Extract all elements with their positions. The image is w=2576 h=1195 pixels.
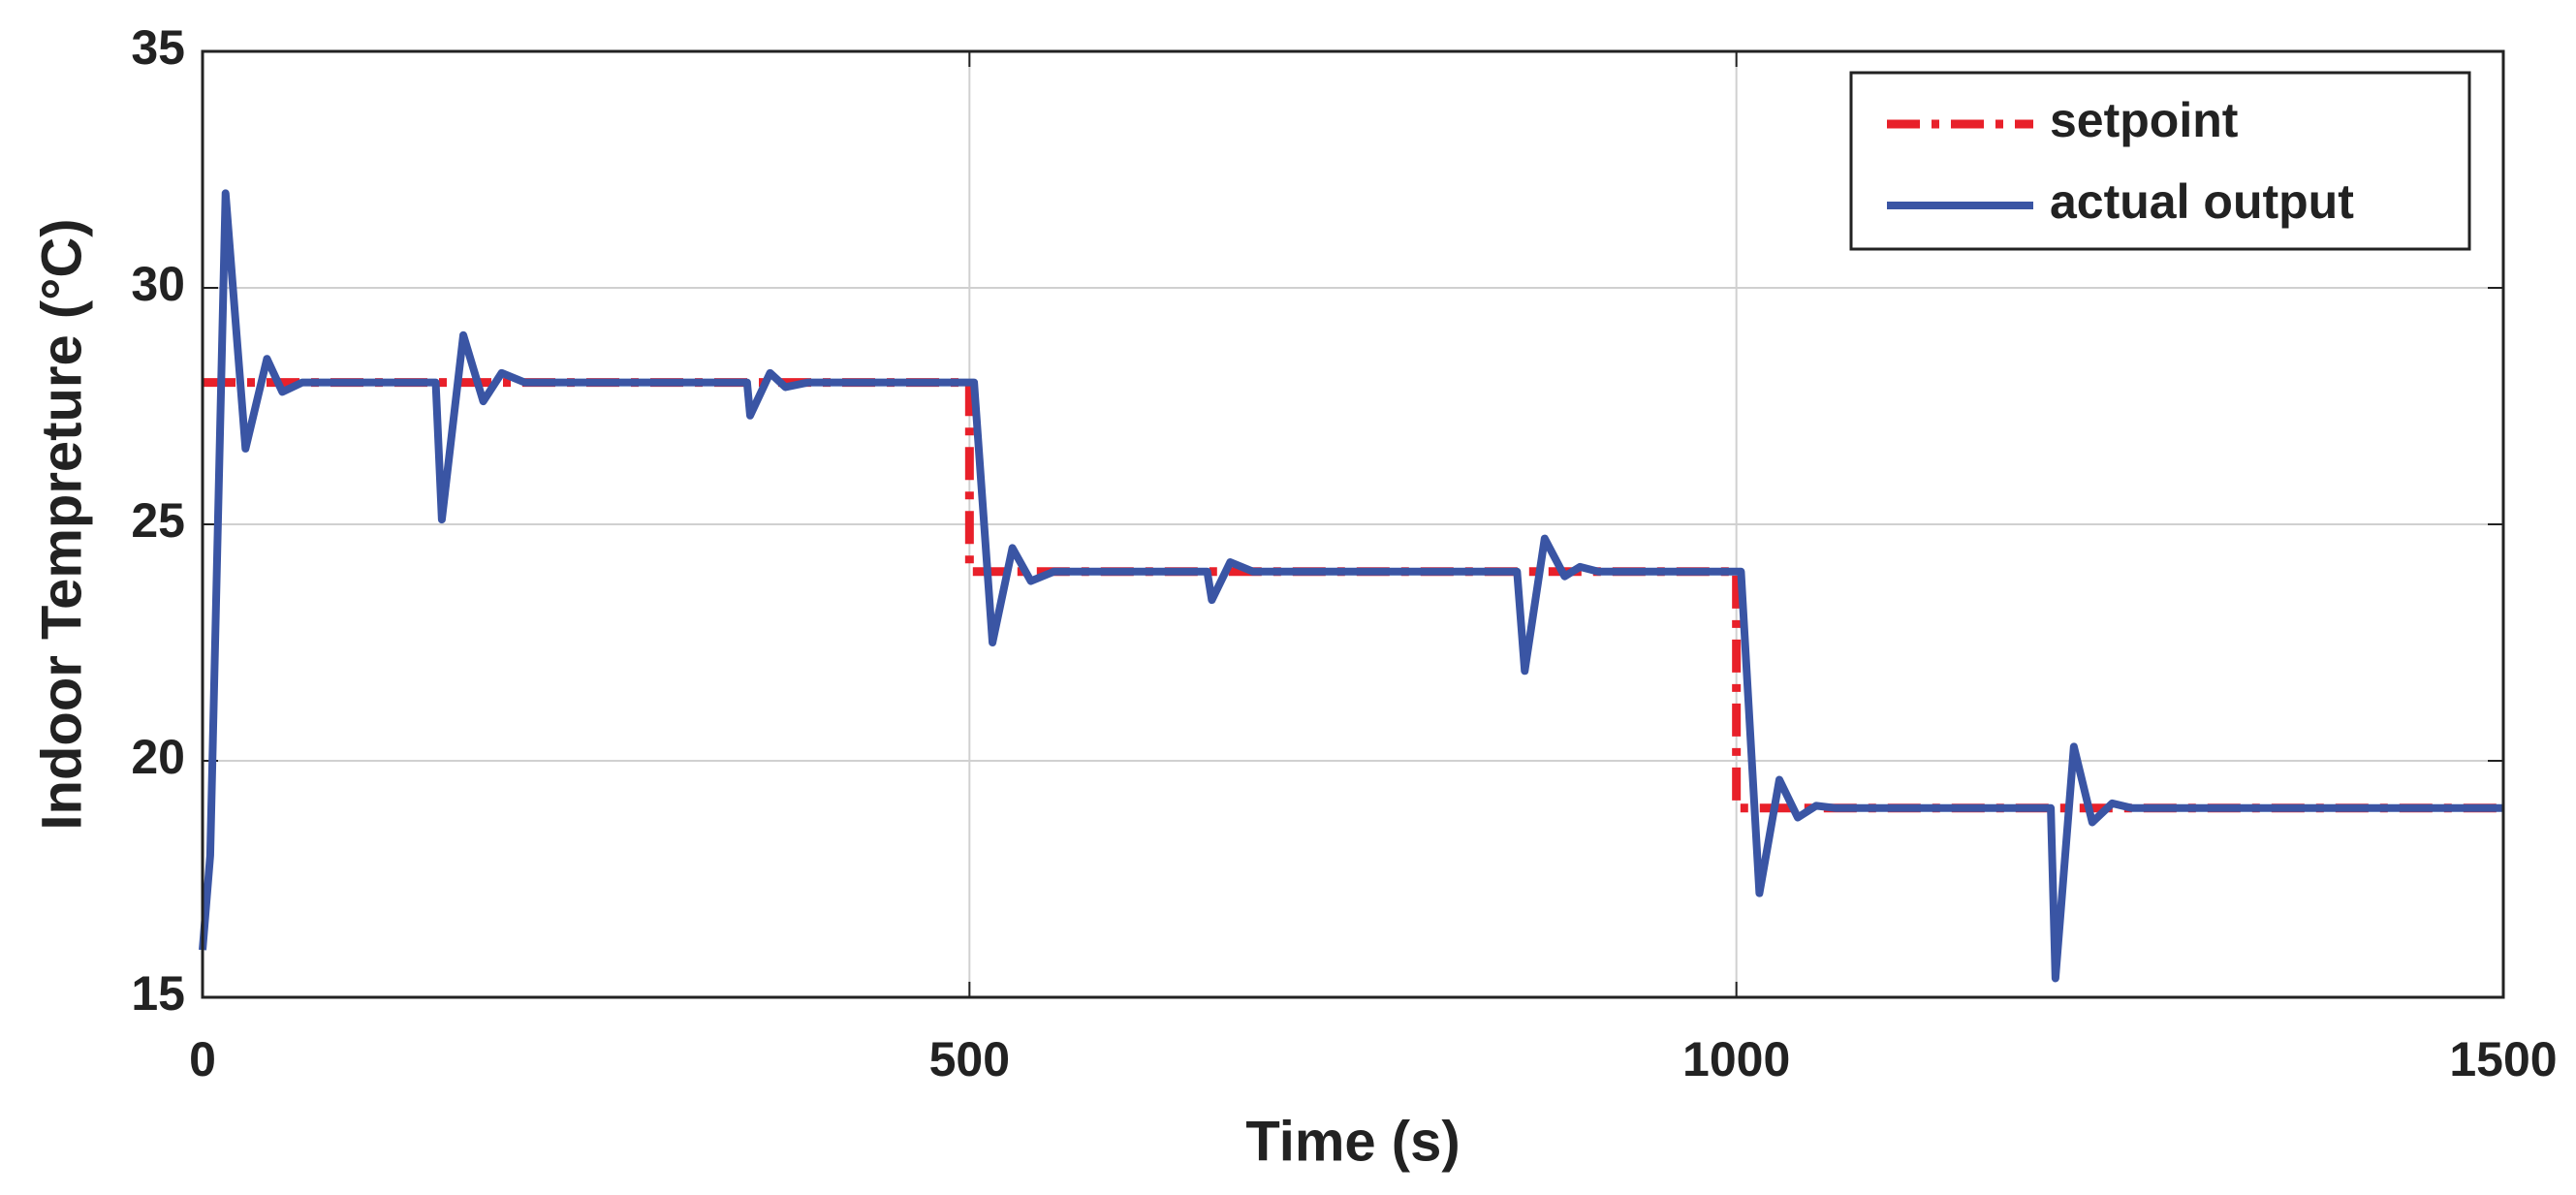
y-tick-label: 15 xyxy=(131,966,185,1021)
legend-label: actual output xyxy=(2050,174,2354,229)
y-axis-label: Indoor Tempreture (°C) xyxy=(30,218,93,830)
data-line xyxy=(199,189,2503,983)
legend-label: setpoint xyxy=(2050,93,2239,147)
legend: setpoint actual output xyxy=(1849,71,2471,251)
legend-box xyxy=(1849,71,2471,251)
x-tick-label: 1500 xyxy=(2449,1032,2557,1086)
x-tick-label: 500 xyxy=(929,1032,1010,1086)
y-tick-label: 30 xyxy=(131,257,185,311)
y-tick-label: 35 xyxy=(131,20,185,75)
y-tick-label: 25 xyxy=(131,493,185,548)
x-tick-label: 1000 xyxy=(1682,1032,1790,1086)
plot-frame xyxy=(201,49,2505,999)
x-tick-label: 0 xyxy=(189,1032,216,1086)
y-tick-label: 20 xyxy=(131,730,185,784)
x-axis-label: Time (s) xyxy=(1245,1110,1460,1173)
